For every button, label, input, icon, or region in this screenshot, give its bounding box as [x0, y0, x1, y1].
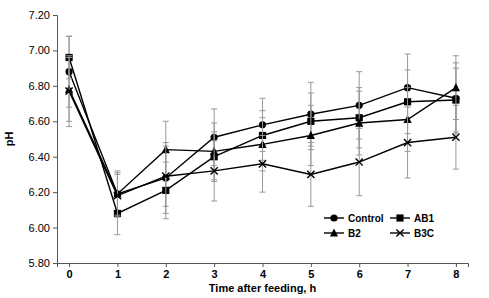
- legend-label: AB1: [414, 213, 434, 224]
- error-bar: [114, 174, 120, 217]
- marker: [211, 167, 218, 174]
- legend-label: B2: [348, 228, 361, 239]
- legend-marker: [396, 214, 403, 221]
- y-tick-label: 7.20: [29, 9, 50, 21]
- legend-marker: [330, 228, 338, 236]
- error-bar: [66, 56, 72, 127]
- y-tick-mark: [53, 50, 57, 51]
- x-tick-label: 8: [453, 268, 459, 280]
- marker: [404, 139, 411, 146]
- y-tick-mark: [53, 121, 57, 122]
- y-tick: 6.80: [29, 80, 57, 92]
- x-axis-line: [58, 264, 469, 268]
- marker: [114, 192, 121, 199]
- y-tick-label: 6.60: [29, 115, 50, 127]
- y-tick: 6.40: [29, 151, 57, 163]
- y-tick: 5.80: [29, 257, 57, 269]
- plot: 5.80 6.00 6.20 6.40 6.60 6.80 7.00 7.20 0 1 2 3 4 5 6 7…: [29, 9, 469, 280]
- y-tick-label: 6.20: [29, 186, 50, 198]
- x-tick-mark: [456, 263, 457, 267]
- x-tick: 6: [357, 263, 363, 280]
- legend-entry: AB1: [390, 213, 434, 224]
- line: [69, 88, 456, 194]
- y-tick-label: 7.00: [29, 44, 50, 56]
- series: [65, 56, 460, 215]
- x-tick: 0: [67, 263, 73, 280]
- y-tick-label: 6.40: [29, 151, 50, 163]
- x-tick: 8: [453, 263, 459, 280]
- line: [69, 72, 456, 194]
- marker: [355, 118, 363, 126]
- y-tick: 6.00: [29, 222, 57, 234]
- marker: [259, 160, 266, 167]
- x-tick: 2: [163, 263, 169, 280]
- x-tick-label: 4: [260, 268, 267, 280]
- marker: [307, 171, 314, 178]
- y-axis: 5.80 6.00 6.20 6.40 6.60 6.80 7.00 7.20: [29, 9, 58, 269]
- y-tick: 7.20: [29, 9, 57, 21]
- x-tick-mark: [408, 263, 409, 267]
- y-tick-mark: [53, 192, 57, 193]
- x-tick-mark: [311, 263, 312, 267]
- legend-label: B3C: [414, 228, 434, 239]
- y-tick-label: 6.80: [29, 80, 50, 92]
- x-tick-label: 5: [308, 268, 314, 280]
- x-tick-label: 3: [212, 268, 218, 280]
- legend-marker: [396, 229, 403, 236]
- error-bar: [114, 171, 120, 217]
- x-tick-label: 2: [163, 268, 169, 280]
- marks: [65, 36, 460, 234]
- x-tick-label: 0: [67, 268, 73, 280]
- y-tick-mark: [53, 157, 57, 158]
- series: [65, 36, 459, 217]
- y-axis-line: [53, 16, 58, 264]
- y-tick: 6.20: [29, 186, 57, 198]
- marker: [307, 131, 315, 139]
- marker: [356, 158, 363, 165]
- legend-entry: Control: [324, 213, 384, 224]
- line: [69, 91, 456, 196]
- legend-label: Control: [348, 213, 384, 224]
- x-tick: 5: [308, 263, 314, 280]
- line: [69, 58, 456, 214]
- y-tick-label: 5.80: [29, 257, 50, 269]
- y-tick-mark: [53, 86, 57, 87]
- y-tick: 7.00: [29, 44, 57, 56]
- x-tick-label: 1: [115, 268, 121, 280]
- y-tick-label: 6.00: [29, 222, 50, 234]
- x-axis-title: Time after feeding, h: [209, 282, 317, 294]
- marker: [452, 134, 459, 141]
- legend-entry: B3C: [390, 228, 434, 239]
- chart: 5.80 6.00 6.20 6.40 6.60 6.80 7.00 7.20 0 1 2 3 4 5 6 7…: [0, 0, 489, 298]
- marker: [452, 83, 460, 91]
- x-tick-mark: [263, 263, 264, 267]
- legend-marker: [330, 214, 337, 221]
- y-tick-mark: [53, 263, 57, 264]
- x-tick: 1: [115, 263, 121, 280]
- x-tick-mark: [166, 263, 167, 267]
- x-tick: 7: [405, 263, 411, 280]
- x-tick-mark: [69, 263, 70, 267]
- x-tick-label: 6: [357, 268, 363, 280]
- x-tick-mark: [117, 263, 118, 267]
- legend: Control AB1 B2 B3C: [324, 213, 434, 239]
- y-tick: 6.60: [29, 115, 57, 127]
- series: [65, 36, 459, 234]
- y-tick-mark: [53, 15, 57, 16]
- y-tick-mark: [53, 228, 57, 229]
- marker: [162, 173, 169, 180]
- x-tick: 4: [260, 263, 267, 280]
- x-tick: 3: [212, 263, 218, 280]
- x-tick-mark: [359, 263, 360, 267]
- x-tick-mark: [214, 263, 215, 267]
- x-tick-label: 7: [405, 268, 411, 280]
- marker: [65, 88, 72, 95]
- legend-entry: B2: [324, 228, 361, 239]
- x-axis: 0 1 2 3 4 5 6 7 8: [58, 263, 469, 280]
- y-axis-title: pH: [3, 132, 15, 147]
- series: [65, 56, 459, 217]
